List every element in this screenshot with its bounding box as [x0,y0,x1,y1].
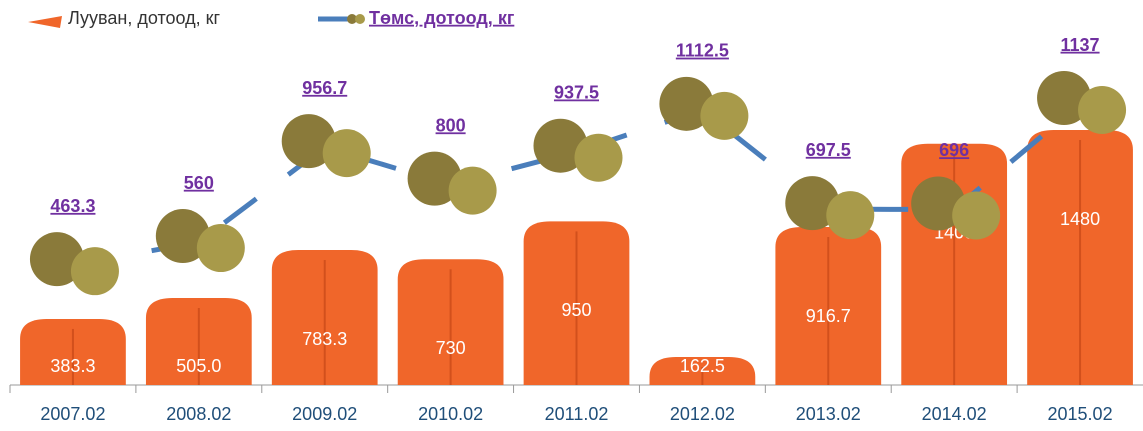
potato-marker-part [71,247,119,295]
data-label: 916.7 [806,306,851,326]
x-tick-label: 2009.02 [292,404,357,424]
data-label: 956.7 [302,78,347,98]
data-label: 937.5 [554,82,599,102]
potato-marker-part [700,92,748,140]
x-tick-label: 2007.02 [40,404,105,424]
data-label: 505.0 [176,356,221,376]
potato-marker-part [826,191,874,239]
data-label: 950 [561,300,591,320]
data-label: 1112.5 [676,41,729,61]
potato-marker-part [1078,86,1126,134]
data-label: 730 [436,338,466,358]
data-label: 162.5 [680,356,725,376]
legend-label: Төмс, дотоод, кг [369,8,515,28]
x-tick-label: 2012.02 [670,404,735,424]
legend: Лууван, дотоод, кг Төмс, дотоод, кг [28,8,515,28]
x-tick-label: 2011.02 [545,404,609,424]
potato-marker-part [197,224,245,272]
x-tick-label: 2010.02 [418,404,483,424]
chart: Лууван, дотоод, кг Төмс, дотоод, кг 2007… [0,0,1143,431]
data-label: 697.5 [806,140,851,160]
potato-marker-part [575,134,623,182]
potato-marker-part [952,191,1000,239]
legend-potato-icon [355,14,365,24]
data-label: 696 [939,140,969,160]
legend-carrot-icon [28,16,62,28]
x-tick-label: 2008.02 [166,404,231,424]
x-tick-label: 2014.02 [922,404,987,424]
potato-marker-part [323,129,371,177]
data-label: 383.3 [50,356,95,376]
data-label: 560 [184,173,214,193]
data-label: 783.3 [302,329,347,349]
data-label: 1137 [1061,35,1100,55]
legend-label: Лууван, дотоод, кг [68,8,220,28]
data-label: 800 [436,115,466,135]
potato-marker-part [449,167,497,215]
x-tick-label: 2013.02 [796,404,861,424]
data-label: 1480 [1060,209,1100,229]
x-tick-label: 2015.02 [1048,404,1113,424]
data-label: 463.3 [50,196,95,216]
